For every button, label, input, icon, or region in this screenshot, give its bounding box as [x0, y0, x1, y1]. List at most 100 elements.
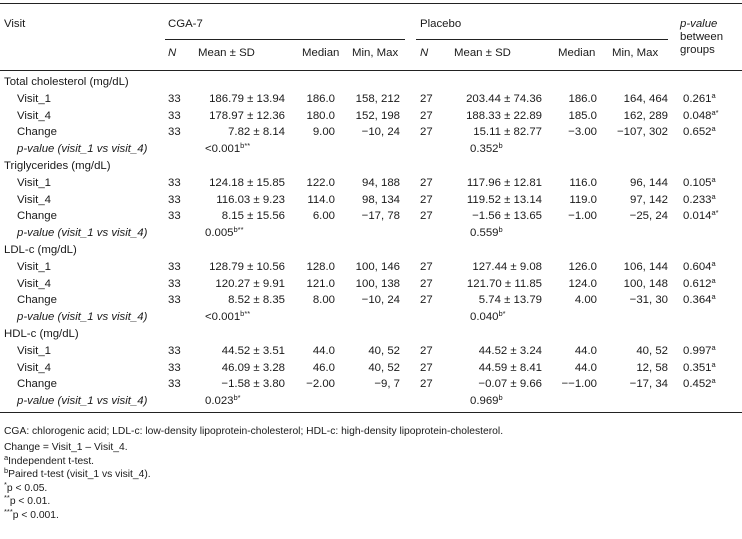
cga-mean: 120.27 ± 9.91	[215, 277, 285, 290]
placebo-within-p-value: 0.969	[470, 395, 499, 408]
within-group-p-label-text: p-value (visit_1 vs visit_4)	[17, 395, 148, 408]
footnote-marker: b	[4, 466, 9, 475]
within-group-p-label: p-value (visit_1 vs visit_4)	[17, 226, 147, 240]
cga-group-rule	[165, 39, 405, 40]
row-label: Visit_4	[17, 193, 51, 206]
placebo-within-p-marker: b	[498, 393, 503, 403]
placebo-within-p: 0.040b*	[470, 310, 506, 324]
placebo-minmax: −107, 302	[617, 126, 668, 139]
placebo-median: 116.0	[569, 176, 597, 189]
footnote: **p < 0.01.	[4, 494, 51, 508]
placebo-minmax: −31, 30	[629, 294, 668, 307]
cga-minmax: −9, 7	[374, 378, 400, 391]
cga-n: 33	[168, 176, 181, 189]
cga-mean-header: Mean ± SD	[198, 47, 255, 59]
between-groups-p: 0.364a	[683, 293, 716, 307]
cga-minmax: −10, 24	[361, 126, 400, 139]
footnote-text: p < 0.001.	[12, 509, 59, 521]
cga-within-p-marker: b**	[233, 225, 244, 235]
placebo-group-header: Placebo	[420, 18, 462, 30]
placebo-n: 27	[420, 361, 433, 374]
cga-median: 122.0	[306, 176, 335, 189]
cga-median: 6.00	[312, 210, 335, 223]
pvalue-header-line2: between	[680, 31, 724, 43]
placebo-mean: 44.52 ± 3.24	[478, 344, 542, 357]
footnote: aIndependent t-test.	[4, 452, 94, 468]
cga-median: 128.0	[306, 260, 335, 273]
between-groups-p-marker: a	[711, 292, 716, 302]
cga-mean: 124.18 ± 15.85	[209, 176, 285, 189]
placebo-median: −1.00	[568, 210, 597, 223]
placebo-minmax: 100, 148	[623, 277, 668, 290]
between-groups-p-marker: a*	[711, 208, 719, 218]
cga-within-p: 0.005b**	[205, 226, 244, 240]
placebo-within-p: 0.352b	[470, 142, 503, 156]
footnote: bPaired t-test (visit_1 vs visit_4).	[4, 466, 151, 481]
between-groups-p-value: 0.261	[683, 92, 712, 105]
between-groups-p-marker: a	[711, 124, 716, 134]
row-label: Visit_4	[17, 277, 51, 290]
cga-mean: 116.03 ± 9.23	[216, 193, 285, 206]
within-group-p-label: p-value (visit_1 vs visit_4)	[17, 394, 147, 408]
cga-n: 33	[168, 344, 181, 357]
section-title: HDL-c (mg/dL)	[4, 328, 79, 340]
placebo-minmax: 40, 52	[636, 344, 668, 357]
cga-median: −2.00	[306, 378, 335, 391]
cga-within-p-value: 0.005	[205, 227, 234, 240]
cga-mean: 44.52 ± 3.51	[221, 344, 285, 357]
placebo-n: 27	[420, 109, 433, 122]
placebo-n: 27	[420, 294, 433, 307]
within-group-p-label-text: p-value (visit_1 vs visit_4)	[17, 227, 148, 240]
cga-n: 33	[168, 378, 181, 391]
placebo-median: 124.0	[568, 277, 597, 290]
between-groups-p: 0.351a	[683, 360, 716, 375]
cga-minmax: 152, 198	[355, 109, 400, 122]
section-title: Total cholesterol (mg/dL)	[4, 76, 129, 88]
between-groups-p-value: 0.048	[683, 109, 712, 122]
cga-n: 33	[168, 92, 181, 105]
between-groups-p-marker: a	[711, 275, 716, 285]
row-label: Visit_4	[17, 109, 51, 122]
footnote-marker: *	[4, 479, 7, 489]
placebo-within-p: 0.969b	[470, 394, 503, 408]
placebo-within-p-marker: b	[498, 141, 503, 151]
placebo-minmax: 106, 144	[623, 260, 668, 273]
cga-n: 33	[168, 277, 181, 290]
footnote-text: p < 0.01.	[9, 496, 51, 507]
placebo-within-p-value: 0.040	[470, 311, 499, 324]
cga-within-p: 0.023b*	[205, 394, 241, 408]
placebo-median: 119.0	[569, 193, 597, 206]
placebo-median: −−1.00	[561, 378, 597, 391]
placebo-median: 126.0	[568, 260, 597, 273]
section-title: Triglycerides (mg/dL)	[4, 160, 111, 172]
cga-minmax: 100, 146	[355, 260, 400, 273]
cga-mean: 178.97 ± 12.36	[209, 109, 285, 122]
section-title: LDL-c (mg/dL)	[4, 244, 77, 256]
placebo-within-p-value: 0.559	[470, 227, 499, 240]
placebo-mean-header: Mean ± SD	[454, 47, 511, 59]
placebo-median: 185.0	[568, 109, 597, 122]
between-groups-p-marker: a	[711, 342, 716, 352]
pvalue-header-line3: groups	[680, 44, 715, 56]
between-groups-p: 0.652a	[683, 125, 716, 139]
between-groups-p: 0.105a	[683, 176, 716, 190]
placebo-minmax: −25, 24	[629, 210, 668, 223]
between-groups-p-value: 0.105	[683, 176, 712, 189]
row-label: Visit_1	[17, 176, 51, 189]
cga-within-p-marker: b**	[240, 309, 251, 319]
footnote-marker: a	[4, 452, 9, 462]
footnote-marker: ***	[4, 506, 13, 516]
between-groups-p-value: 0.233	[683, 193, 712, 206]
between-groups-p-marker: a	[711, 191, 716, 201]
placebo-minmax: 97, 142	[629, 193, 668, 206]
row-label: Visit_4	[17, 361, 51, 374]
row-label: Change	[17, 126, 57, 139]
between-groups-p-value: 0.652	[683, 126, 712, 139]
between-groups-p-value: 0.997	[683, 344, 712, 357]
placebo-n-header: N	[420, 47, 429, 59]
placebo-median: −3.00	[568, 126, 597, 139]
placebo-minmax: 162, 289	[623, 109, 668, 122]
placebo-n: 27	[420, 210, 433, 223]
visit-header: Visit	[4, 18, 26, 30]
cga-median: 44.0	[312, 344, 335, 357]
